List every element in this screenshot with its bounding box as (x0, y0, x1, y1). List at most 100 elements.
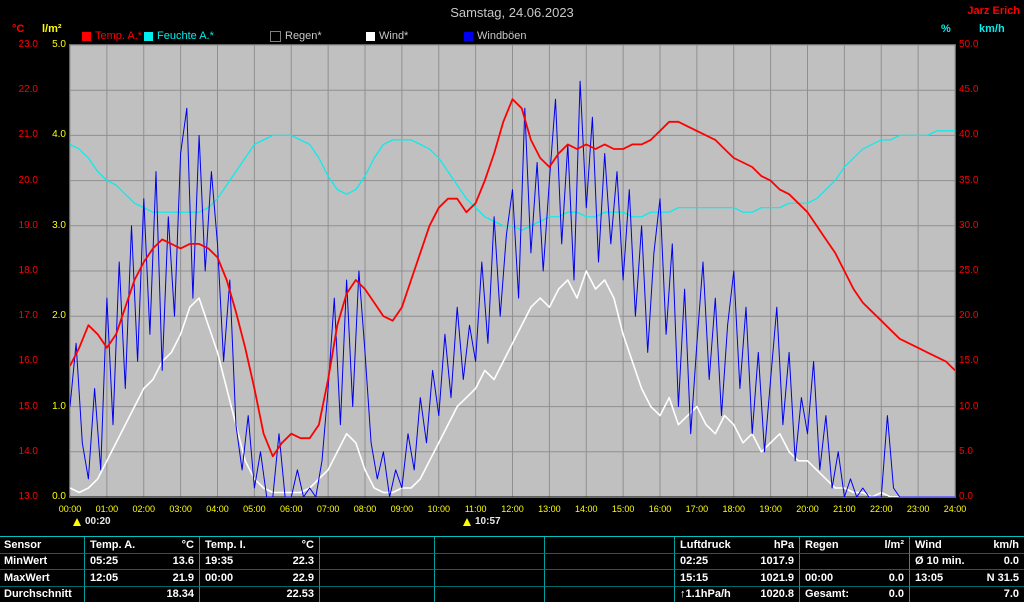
stats-column-header: Wind km/h (910, 537, 1024, 554)
astro-time-label: 00:20 (85, 516, 111, 527)
wind-axis-tick: 15.0 (959, 355, 979, 367)
chart-plot-area (69, 44, 956, 498)
stats-row-label: MaxWert (0, 570, 85, 587)
rain-axis-tick: 2.0 (52, 310, 66, 322)
stats-column-header (320, 537, 435, 554)
time-axis-tick: 13:00 (538, 504, 561, 514)
temp-axis-unit-label: °C (12, 23, 25, 35)
rain-axis-tick: 1.0 (52, 400, 66, 412)
stats-value-cell: 12:05 21.9 (85, 570, 200, 587)
stats-column-header: Temp. I. °C (200, 537, 320, 554)
legend-label: Feuchte A.* (157, 30, 214, 42)
stats-value-cell (320, 570, 435, 587)
astro-time-marker-2: 10:57 (463, 516, 501, 527)
stats-value-cell (435, 553, 545, 570)
time-axis-tick: 06:00 (279, 504, 303, 514)
temp-axis-tick: 13.0 (18, 491, 38, 502)
time-axis-tick: 20:00 (796, 504, 819, 514)
weather-chart-canvas (70, 45, 955, 497)
temp-axis-tick: 19.0 (18, 219, 38, 231)
stats-value-cell: 19:35 22.3 (200, 553, 320, 570)
temp-axis-tick: 20.0 (18, 174, 38, 186)
time-axis-tick: 21:00 (833, 504, 856, 514)
stats-table: Sensor Temp. A. °C Temp. I. °C Luftdruck hPa Re… (0, 536, 1024, 602)
time-axis-tick: 17:00 (685, 504, 709, 514)
stats-value-cell: 18.34 (85, 586, 200, 602)
stats-column-header (545, 537, 675, 554)
stats-row-label: Durchschnitt (0, 586, 85, 602)
astro-time-marker-1: 00:20 (73, 516, 111, 527)
temp-axis-tick: 14.0 (18, 445, 38, 457)
stats-value-cell (545, 553, 675, 570)
legend-label: Wind* (379, 30, 409, 42)
stats-value-cell: 22.53 (200, 586, 320, 602)
legend-item-wind: Wind* (366, 30, 408, 42)
stats-value-cell (800, 553, 910, 570)
legend-item-temp: Temp. A.* (82, 30, 142, 42)
legend-label: Regen* (285, 30, 322, 42)
astro-time-label: 10:57 (475, 516, 501, 527)
time-axis-tick: 01:00 (95, 504, 119, 514)
wind-axis-tick: 20.0 (959, 310, 979, 322)
rain-series-swatch-icon (270, 30, 281, 42)
stats-value-cell: 13:05 N 31.5 (910, 570, 1024, 587)
temp-axis-tick: 21.0 (18, 129, 38, 141)
temp-axis-tick: 17.0 (18, 310, 38, 322)
stats-value-cell: Gesamt: 0.0 (800, 586, 910, 602)
rain-axis-tick: 5.0 (52, 39, 66, 50)
time-axis-tick: 04:00 (206, 504, 229, 514)
time-axis-tick: 19:00 (759, 504, 782, 514)
time-axis-tick: 08:00 (353, 504, 377, 514)
time-axis-tick: 23:00 (906, 504, 930, 514)
time-axis-tick: 15:00 (611, 504, 635, 514)
wind-axis-tick: 45.0 (959, 84, 979, 96)
stats-column-header: Luftdruck hPa (675, 537, 800, 554)
stats-value-cell: Ø 10 min. 0.0 (910, 554, 1024, 570)
humidity-series-swatch-icon (144, 31, 153, 41)
stats-value-cell (320, 586, 435, 602)
time-axis-tick: 11:00 (464, 504, 487, 514)
stats-column-header: Temp. A. °C (85, 537, 200, 554)
legend-label: Windböen (477, 30, 527, 42)
stats-value-cell (435, 570, 545, 587)
stats-column-header: Regen l/m² (800, 537, 910, 554)
wind-axis-tick: 35.0 (959, 174, 979, 186)
time-axis-tick: 05:00 (243, 504, 266, 514)
time-axis-tick: 12:00 (501, 504, 524, 514)
temp-axis-tick: 18.0 (18, 265, 38, 276)
wind-series-swatch-icon (366, 31, 375, 41)
stats-value-cell (320, 553, 435, 570)
sun-marker-icon (73, 517, 81, 526)
stats-value-cell: 7.0 (910, 587, 1024, 602)
station-name: Jarz Erich (967, 5, 1020, 17)
time-axis-tick: 16:00 (648, 504, 672, 514)
temp-series-swatch-icon (82, 31, 91, 41)
temp-axis-tick: 22.0 (18, 84, 38, 96)
legend-label: Temp. A.* (95, 30, 143, 42)
temp-axis-tick: 16.0 (18, 355, 38, 367)
stats-value-cell: 00:00 0.0 (800, 570, 910, 587)
stats-row-label: MinWert (0, 553, 85, 570)
wind-axis-tick: 5.0 (959, 445, 973, 457)
chart-title: Samstag, 24.06.2023 (450, 5, 574, 20)
wind-axis-tick: 40.0 (959, 129, 979, 141)
humidity-axis-unit-label: % (941, 23, 951, 35)
rain-axis-tick: 3.0 (52, 219, 66, 231)
stats-value-cell (545, 570, 675, 587)
time-axis-tick: 22:00 (869, 504, 893, 514)
sun-marker-icon (463, 517, 471, 526)
wind-axis-tick: 10.0 (959, 400, 979, 412)
gust-series-swatch-icon (464, 31, 473, 41)
time-axis-tick: 14:00 (574, 504, 598, 514)
time-axis-tick: 09:00 (390, 504, 414, 514)
wind-axis-tick: 50.0 (959, 39, 979, 50)
stats-value-cell: 15:15 1021.9 (675, 570, 800, 587)
wind-axis-tick: 0.0 (959, 491, 973, 502)
stats-value-cell (435, 586, 545, 602)
time-axis-tick: 03:00 (169, 504, 192, 514)
temp-axis-tick: 23.0 (18, 39, 38, 50)
wind-axis-unit-label: km/h (979, 23, 1005, 35)
legend-item-humidity: Feuchte A.* (144, 30, 214, 42)
temp-axis-tick: 15.0 (18, 400, 38, 412)
